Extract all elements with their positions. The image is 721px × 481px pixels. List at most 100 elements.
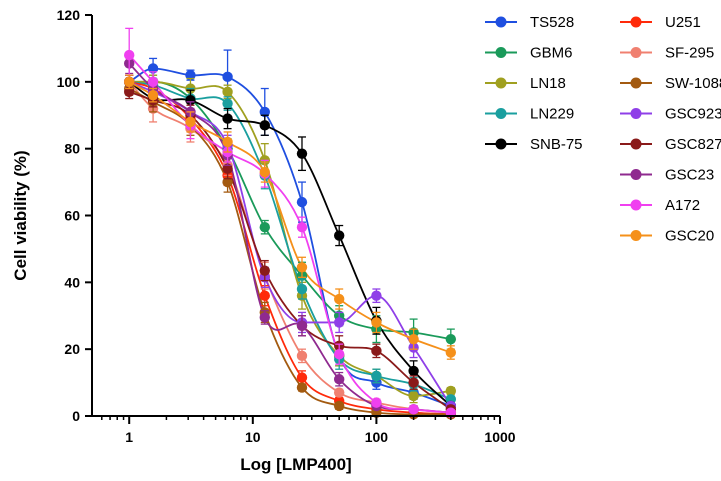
data-point xyxy=(147,63,159,74)
data-point xyxy=(408,333,419,345)
data-point xyxy=(445,333,457,345)
fit-curve xyxy=(128,81,451,414)
data-point xyxy=(259,265,270,276)
data-point xyxy=(296,262,308,273)
fit-curve xyxy=(129,80,451,397)
y-tick-label: 120 xyxy=(57,7,81,23)
legend-marker xyxy=(630,16,642,28)
data-point xyxy=(259,312,270,323)
data-point xyxy=(371,290,382,301)
y-tick-label: 0 xyxy=(72,408,80,424)
legend-label: LN229 xyxy=(530,106,574,123)
data-point xyxy=(259,290,270,301)
legend-marker xyxy=(495,108,507,119)
data-point xyxy=(147,90,159,101)
y-tick-label: 60 xyxy=(64,208,80,224)
legend-label: TS528 xyxy=(530,14,574,31)
legend-marker xyxy=(630,77,642,89)
legend-marker xyxy=(630,199,642,211)
fit-curves xyxy=(128,54,452,416)
y-tick-label: 40 xyxy=(64,274,80,290)
legend-item: GBM6 xyxy=(485,45,573,62)
data-point xyxy=(333,374,345,385)
data-point xyxy=(371,397,382,408)
data-point xyxy=(333,387,345,398)
legend-item: GSC827 xyxy=(620,136,721,153)
data-point xyxy=(296,221,308,233)
legend-label: LN18 xyxy=(530,75,566,92)
legend-label: A172 xyxy=(665,197,700,214)
legend: TS528 GBM6 LN18 LN229 SNB-75 U251 SF-295 SW-108… xyxy=(485,14,721,245)
x-tick-label: 100 xyxy=(365,429,389,445)
x-tick-label: 1000 xyxy=(484,429,515,445)
fit-curve xyxy=(128,80,451,416)
legend-marker xyxy=(495,138,507,150)
data-point xyxy=(296,320,308,331)
data-point xyxy=(408,365,419,377)
data-point xyxy=(333,348,345,360)
legend-marker xyxy=(630,169,642,180)
data-point xyxy=(222,86,233,98)
x-axis-title: Log [LMP400] xyxy=(240,455,351,474)
legend-item: SW-1088 xyxy=(620,75,721,92)
data-point xyxy=(445,385,457,397)
data-point xyxy=(296,372,308,383)
legend-label: GBM6 xyxy=(530,45,573,62)
legend-marker xyxy=(630,108,642,119)
legend-marker xyxy=(630,230,642,241)
legend-label: U251 xyxy=(665,14,701,31)
legend-marker xyxy=(495,16,507,28)
fit-curve xyxy=(128,81,452,407)
data-point xyxy=(408,377,419,388)
legend-marker xyxy=(630,47,642,58)
data-point xyxy=(445,347,457,358)
data-point xyxy=(259,120,270,131)
legend-marker xyxy=(495,77,507,89)
legend-item: LN18 xyxy=(485,75,566,92)
data-point xyxy=(296,350,308,362)
fit-curve xyxy=(128,81,452,354)
legend-item: U251 xyxy=(620,14,701,31)
data-point xyxy=(147,76,159,88)
legend-item: SF-295 xyxy=(620,45,714,62)
data-point xyxy=(371,370,382,382)
data-point xyxy=(259,106,270,118)
data-point xyxy=(371,345,382,357)
fit-curve xyxy=(129,80,452,401)
legend-item: TS528 xyxy=(485,14,574,31)
data-point xyxy=(222,98,233,109)
data-point xyxy=(222,163,233,174)
legend-item: A172 xyxy=(620,197,700,214)
legend-label: SF-295 xyxy=(665,45,714,62)
legend-label: SW-1088 xyxy=(665,75,721,92)
legend-label: GSC827 xyxy=(665,136,721,153)
legend-item: GSC923 xyxy=(620,106,721,123)
data-point xyxy=(333,400,345,412)
data-point xyxy=(185,95,196,106)
legend-item: GSC20 xyxy=(620,228,714,245)
data-point xyxy=(124,86,135,98)
data-point xyxy=(222,113,233,124)
x-tick-label: 1 xyxy=(125,429,133,445)
data-point xyxy=(333,317,345,328)
legend-label: GSC923 xyxy=(665,106,721,123)
data-points xyxy=(124,27,457,420)
legend-item: LN229 xyxy=(485,106,574,123)
fit-curve xyxy=(128,91,452,411)
data-point xyxy=(124,49,135,61)
x-tick-label: 10 xyxy=(245,429,261,445)
data-point xyxy=(333,293,345,305)
y-tick-label: 100 xyxy=(57,74,81,90)
data-point xyxy=(259,221,270,233)
data-point xyxy=(222,176,233,188)
data-point xyxy=(222,136,233,148)
y-axis-title: Cell viability (%) xyxy=(11,150,30,280)
legend-marker xyxy=(495,47,507,58)
fit-curve xyxy=(128,87,451,416)
data-point xyxy=(185,116,196,128)
y-tick-label: 80 xyxy=(64,141,80,157)
data-point xyxy=(296,283,308,295)
legend-label: GSC23 xyxy=(665,167,714,184)
